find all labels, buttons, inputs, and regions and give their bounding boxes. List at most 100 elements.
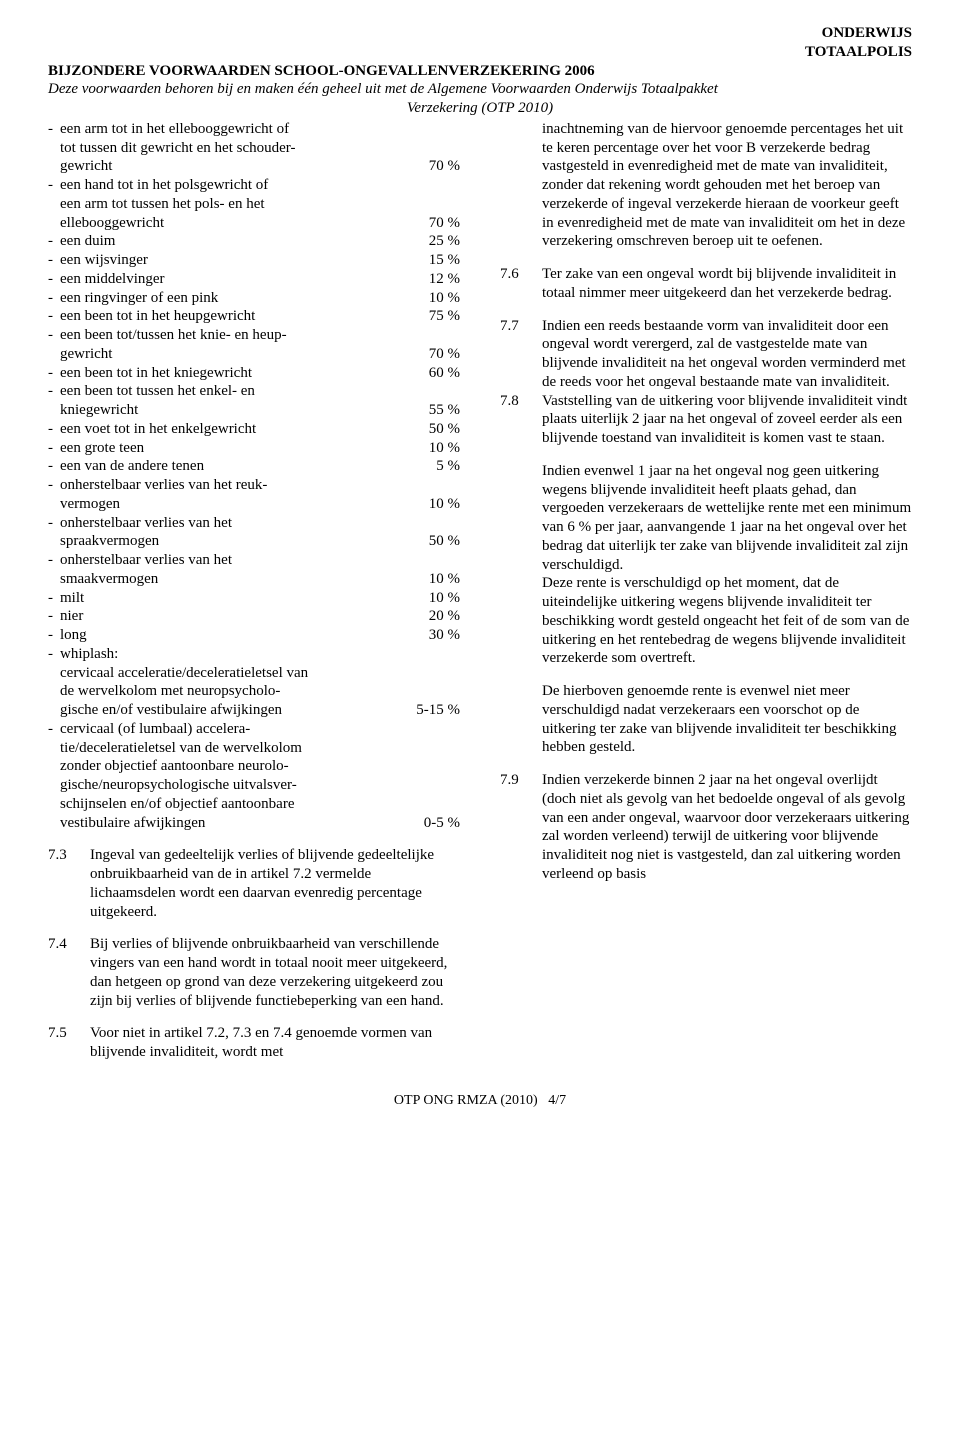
list-text: een been tot in het kniegewricht bbox=[60, 364, 400, 383]
list-dash: - bbox=[48, 420, 60, 439]
clause-para: Vaststelling van de uitkering voor blijv… bbox=[542, 392, 912, 448]
list-percentage: 70 % bbox=[400, 214, 460, 233]
list-text: cervicaal acceleratie/deceleratieletsel … bbox=[60, 664, 400, 683]
list-percentage: 10 % bbox=[400, 289, 460, 308]
list-text: schijnselen en/of objectief aantoonbare bbox=[60, 795, 400, 814]
list-item: een arm tot tussen het pols- en het bbox=[48, 195, 460, 214]
list-item: de wervelkolom met neuropsycholo- bbox=[48, 682, 460, 701]
list-text: gewricht bbox=[60, 345, 400, 364]
list-item: -nier20 % bbox=[48, 607, 460, 626]
left-column: -een arm tot in het ellebooggewricht oft… bbox=[48, 120, 460, 1062]
list-dash: - bbox=[48, 326, 60, 345]
list-dash: - bbox=[48, 289, 60, 308]
list-item: -onherstelbaar verlies van het bbox=[48, 551, 460, 570]
clause-number: 7.6 bbox=[500, 265, 542, 303]
list-item: vestibulaire afwijkingen0-5 % bbox=[48, 814, 460, 833]
list-dash: - bbox=[48, 514, 60, 533]
list-item: ellebooggewricht70 % bbox=[48, 214, 460, 233]
list-item: -een ringvinger of een pink10 % bbox=[48, 289, 460, 308]
list-text: nier bbox=[60, 607, 400, 626]
list-percentage: 10 % bbox=[400, 495, 460, 514]
clause-number: 7.9 bbox=[500, 771, 542, 884]
doc-intro-2: Verzekering (OTP 2010) bbox=[48, 99, 912, 118]
list-percentage: 30 % bbox=[400, 626, 460, 645]
list-dash: - bbox=[48, 720, 60, 739]
clause-7-7: 7.7 Indien een reeds bestaande vorm van … bbox=[500, 317, 912, 392]
list-item: cervicaal acceleratie/deceleratieletsel … bbox=[48, 664, 460, 683]
list-text: een voet tot in het enkelgewricht bbox=[60, 420, 400, 439]
list-percentage: 10 % bbox=[400, 589, 460, 608]
list-item: smaakvermogen10 % bbox=[48, 570, 460, 589]
list-text: een ringvinger of een pink bbox=[60, 289, 400, 308]
list-text: een duim bbox=[60, 232, 400, 251]
list-text: kniegewricht bbox=[60, 401, 400, 420]
clause-number: 7.7 bbox=[500, 317, 542, 392]
list-item: -een arm tot in het ellebooggewricht of bbox=[48, 120, 460, 139]
list-text: een been tot/tussen het knie- en heup- bbox=[60, 326, 400, 345]
list-item: schijnselen en/of objectief aantoonbare bbox=[48, 795, 460, 814]
list-dash: - bbox=[48, 626, 60, 645]
clause-para: De hierboven genoemde rente is evenwel n… bbox=[542, 682, 912, 757]
list-item: -een been tot tussen het enkel- en bbox=[48, 382, 460, 401]
list-item: -een middelvinger12 % bbox=[48, 270, 460, 289]
list-text: een been tot in het heupgewricht bbox=[60, 307, 400, 326]
list-dash: - bbox=[48, 382, 60, 401]
list-text: tie/deceleratieletsel van de wervelkolom bbox=[60, 739, 400, 758]
clause-continuation: inachtneming van de hiervoor genoemde pe… bbox=[500, 120, 912, 251]
page-footer: OTP ONG RMZA (2010) 4/7 bbox=[48, 1092, 912, 1110]
list-item: -onherstelbaar verlies van het bbox=[48, 514, 460, 533]
list-text: een middelvinger bbox=[60, 270, 400, 289]
clause-para: Deze rente is verschuldigd op het moment… bbox=[542, 574, 912, 668]
list-text: een hand tot in het polsgewricht of bbox=[60, 176, 400, 195]
list-text: cervicaal (of lumbaal) accelera- bbox=[60, 720, 400, 739]
list-percentage: 0-5 % bbox=[400, 814, 460, 833]
clause-text: inachtneming van de hiervoor genoemde pe… bbox=[542, 120, 912, 251]
list-text: onherstelbaar verlies van het bbox=[60, 551, 400, 570]
list-dash: - bbox=[48, 176, 60, 195]
clause-number: 7.8 bbox=[500, 392, 542, 758]
list-dash: - bbox=[48, 232, 60, 251]
list-item: gewricht70 % bbox=[48, 345, 460, 364]
clause-text: Indien verzekerde binnen 2 jaar na het o… bbox=[542, 771, 912, 884]
list-text: tot tussen dit gewricht en het schouder- bbox=[60, 139, 400, 158]
list-dash: - bbox=[48, 120, 60, 139]
list-percentage: 60 % bbox=[400, 364, 460, 383]
list-percentage: 50 % bbox=[400, 532, 460, 551]
list-percentage: 50 % bbox=[400, 420, 460, 439]
list-item: gewricht70 % bbox=[48, 157, 460, 176]
clause-number: 7.3 bbox=[48, 846, 90, 921]
list-text: vermogen bbox=[60, 495, 400, 514]
list-percentage: 70 % bbox=[400, 345, 460, 364]
list-text: een been tot tussen het enkel- en bbox=[60, 382, 400, 401]
list-text: onherstelbaar verlies van het reuk- bbox=[60, 476, 400, 495]
list-item: -onherstelbaar verlies van het reuk- bbox=[48, 476, 460, 495]
list-dash: - bbox=[48, 589, 60, 608]
list-item: spraakvermogen50 % bbox=[48, 532, 460, 551]
list-dash: - bbox=[48, 607, 60, 626]
clause-7-5: 7.5 Voor niet in artikel 7.2, 7.3 en 7.4… bbox=[48, 1024, 460, 1062]
list-item: -cervicaal (of lumbaal) accelera- bbox=[48, 720, 460, 739]
list-dash: - bbox=[48, 476, 60, 495]
doc-intro: Deze voorwaarden behoren bij en maken éé… bbox=[48, 80, 912, 99]
clause-text: Bij verlies of blijvende onbruikbaarheid… bbox=[90, 935, 460, 1010]
list-item: -een van de andere tenen5 % bbox=[48, 457, 460, 476]
list-text: smaakvermogen bbox=[60, 570, 400, 589]
list-item: -een duim25 % bbox=[48, 232, 460, 251]
clause-text: Vaststelling van de uitkering voor blijv… bbox=[542, 392, 912, 758]
list-dash: - bbox=[48, 251, 60, 270]
list-text: de wervelkolom met neuropsycholo- bbox=[60, 682, 400, 701]
doc-title: BIJZONDERE VOORWAARDEN SCHOOL-ONGEVALLEN… bbox=[48, 62, 912, 81]
list-percentage: 5 % bbox=[400, 457, 460, 476]
list-text: een grote teen bbox=[60, 439, 400, 458]
list-dash: - bbox=[48, 645, 60, 664]
footer-ref: OTP ONG RMZA (2010) bbox=[394, 1093, 538, 1108]
list-text: ellebooggewricht bbox=[60, 214, 400, 233]
list-item: gische en/of vestibulaire afwijkingen5-1… bbox=[48, 701, 460, 720]
list-text: onherstelbaar verlies van het bbox=[60, 514, 400, 533]
list-item: -milt10 % bbox=[48, 589, 460, 608]
list-text: een wijsvinger bbox=[60, 251, 400, 270]
clause-number bbox=[500, 120, 542, 251]
clause-text: Ter zake van een ongeval wordt bij blijv… bbox=[542, 265, 912, 303]
clause-text: Ingeval van gedeeltelijk verlies of blij… bbox=[90, 846, 460, 921]
list-item: -een been tot/tussen het knie- en heup- bbox=[48, 326, 460, 345]
